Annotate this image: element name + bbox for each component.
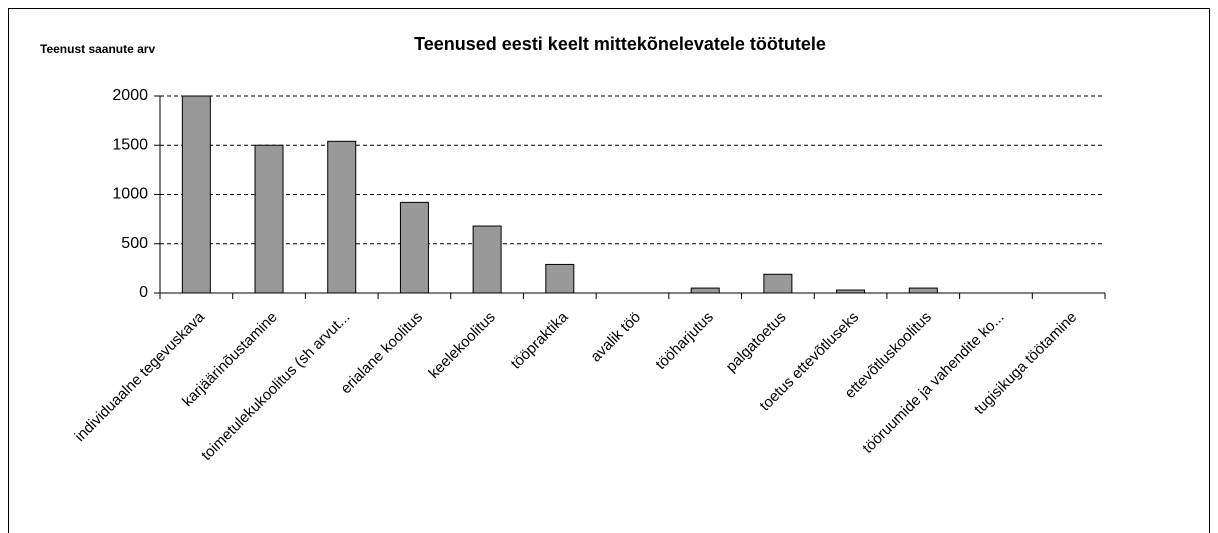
bar [836, 289, 866, 294]
bar [908, 287, 938, 294]
bar [690, 287, 720, 294]
bar [545, 263, 575, 294]
chart-title: Teenused eesti keelt mittekõnelevatele t… [414, 34, 826, 54]
y-tick-label: 0 [139, 284, 148, 301]
y-tick-label: 2000 [112, 87, 148, 104]
bar [327, 140, 357, 294]
bar [254, 144, 284, 294]
bar [472, 225, 502, 294]
bar [181, 95, 211, 294]
bar [399, 201, 429, 294]
y-axis-label: Teenust saanute arv [40, 42, 155, 56]
y-tick-label: 1500 [112, 136, 148, 153]
y-tick-label: 1000 [112, 186, 148, 203]
bar [763, 273, 793, 294]
y-tick-label: 500 [121, 235, 148, 252]
